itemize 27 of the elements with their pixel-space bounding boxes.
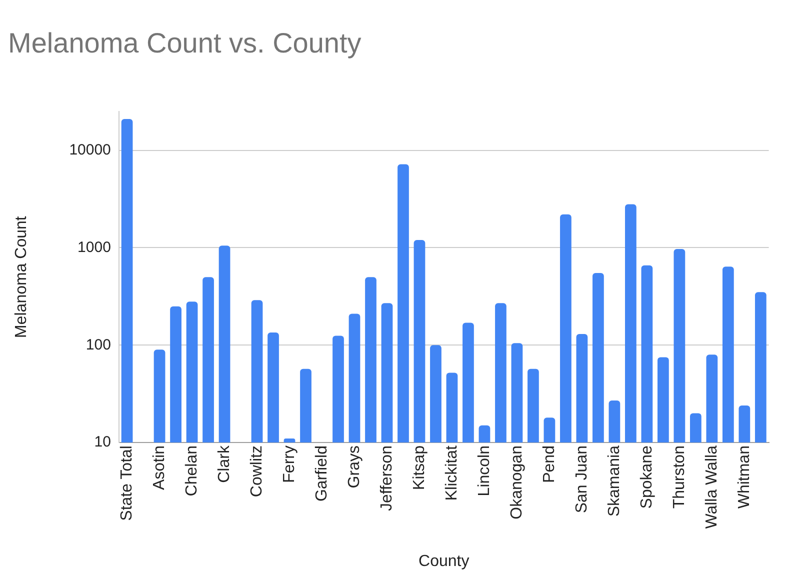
y-axis-title: Melanoma Count	[13, 216, 30, 338]
x-tick-label: Ferry	[280, 446, 298, 483]
chart-title: Melanoma Count vs. County	[8, 28, 362, 59]
x-tick-label: Whitman	[736, 446, 753, 509]
y-tick-label: 10	[94, 434, 111, 451]
x-tick-label: Grays	[346, 446, 363, 488]
x-axis-title: County	[418, 552, 470, 570]
x-tick-label: Spokane	[638, 445, 656, 509]
y-tick-label: 100	[86, 336, 111, 354]
x-tick-label: Asotin	[150, 446, 168, 490]
x-tick-label: Cowlitz	[248, 446, 266, 498]
x-tick-label: State Total	[118, 446, 136, 521]
x-tick-label: Pend	[540, 446, 558, 483]
x-tick-label: Okanogan	[508, 446, 526, 520]
x-tick-label: Clark	[216, 444, 233, 483]
x-tick-label: Garfield	[313, 446, 330, 502]
x-tick-label: Chelan	[183, 446, 200, 496]
y-tick-label: 10000	[69, 141, 111, 158]
x-tick-label: Kitsap	[410, 445, 428, 490]
y-tick-label: 1000	[78, 238, 111, 256]
x-tick-label: Lincoln	[476, 446, 493, 496]
x-tick-label: Walla Walla	[703, 445, 720, 529]
x-tick-label: Skamania	[606, 445, 623, 517]
x-tick-label: Klickitat	[443, 444, 460, 501]
x-tick-label: San Juan	[573, 446, 590, 514]
x-tick-label: Jefferson	[378, 446, 396, 512]
x-tick-label: Thurston	[670, 446, 688, 509]
